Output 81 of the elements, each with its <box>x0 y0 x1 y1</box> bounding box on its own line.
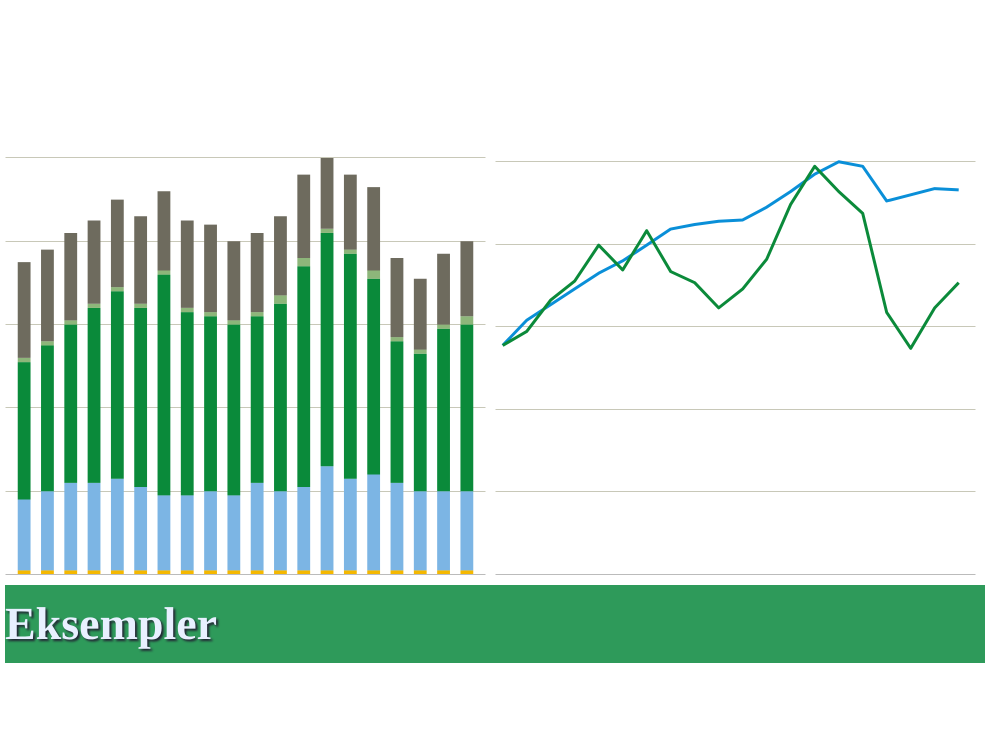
bar <box>18 358 31 362</box>
bar <box>204 312 217 316</box>
bar <box>134 308 148 488</box>
bar <box>437 328 450 492</box>
bar <box>390 482 404 570</box>
bar <box>204 316 217 492</box>
bar <box>274 295 287 304</box>
bar <box>110 478 124 570</box>
bar <box>437 491 450 570</box>
bar <box>344 250 357 254</box>
bar <box>367 270 380 279</box>
bar <box>64 324 78 483</box>
bar <box>390 258 404 338</box>
bar <box>437 324 450 329</box>
bar <box>344 254 357 479</box>
bar <box>414 491 427 570</box>
bar <box>180 220 194 308</box>
bar <box>18 262 31 358</box>
bar <box>110 200 124 288</box>
bar <box>64 320 78 325</box>
bar <box>41 341 54 346</box>
bar <box>227 324 240 496</box>
bar <box>460 316 474 325</box>
bar <box>320 158 334 229</box>
bar <box>320 232 334 466</box>
bar <box>460 324 474 492</box>
bar <box>18 362 31 500</box>
bar <box>460 491 474 570</box>
bar <box>274 491 287 570</box>
bar <box>134 487 148 570</box>
bar <box>110 291 124 479</box>
bar <box>460 241 474 316</box>
bar <box>110 287 124 292</box>
bar <box>414 350 427 354</box>
bar <box>274 216 287 296</box>
bar <box>88 304 100 308</box>
bar <box>88 308 100 483</box>
bar <box>64 482 78 570</box>
bar <box>367 474 380 570</box>
bar <box>158 495 170 570</box>
bar <box>227 241 240 320</box>
bar <box>134 216 148 304</box>
bar <box>180 312 194 496</box>
bar <box>41 345 54 492</box>
bar <box>41 491 54 570</box>
bar <box>88 220 100 304</box>
bar <box>297 266 310 488</box>
bar <box>390 337 404 342</box>
bar <box>344 174 357 250</box>
bar <box>250 232 264 312</box>
bar <box>18 500 31 570</box>
bar <box>204 224 217 312</box>
bar <box>134 304 148 308</box>
bar <box>180 308 194 312</box>
bar <box>41 250 54 342</box>
bar <box>367 278 380 475</box>
bar <box>390 341 404 483</box>
bar <box>344 478 357 570</box>
bar <box>227 495 240 570</box>
bar <box>297 487 310 570</box>
bar <box>437 254 450 325</box>
bar <box>158 274 170 496</box>
bar <box>250 482 264 570</box>
bar <box>320 228 334 233</box>
bar <box>250 312 264 316</box>
bar <box>158 191 170 270</box>
text: Eksempler <box>5 597 218 651</box>
bar <box>227 320 240 325</box>
bar <box>180 495 194 570</box>
bar <box>367 187 380 270</box>
bar <box>88 482 100 570</box>
bar <box>250 316 264 483</box>
bar <box>204 491 217 570</box>
bar <box>158 270 170 275</box>
bar <box>297 258 310 266</box>
bar <box>297 174 310 258</box>
bar <box>414 354 427 492</box>
bar <box>320 466 334 570</box>
bar <box>414 278 427 350</box>
bar <box>274 304 287 492</box>
bar <box>64 232 78 320</box>
